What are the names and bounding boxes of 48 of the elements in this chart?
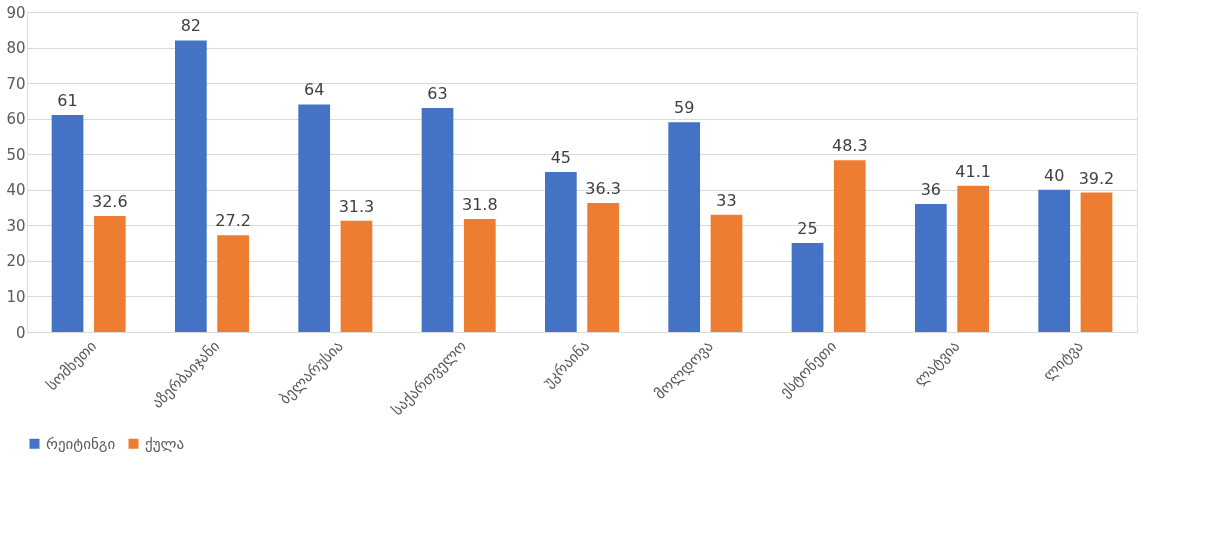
data-label: 32.6 xyxy=(92,192,128,212)
bar xyxy=(1038,189,1071,332)
y-tick-label: 90 xyxy=(6,3,26,22)
legend-label: რეიტინგი xyxy=(46,434,116,453)
data-label: 31.8 xyxy=(462,194,498,214)
bar xyxy=(175,40,207,332)
bar xyxy=(421,108,454,332)
data-label: 41.1 xyxy=(955,161,991,181)
data-label: 33 xyxy=(716,190,737,210)
bar xyxy=(587,202,619,332)
y-tick-label: 10 xyxy=(6,287,26,306)
data-label: 31.3 xyxy=(338,196,375,216)
bar xyxy=(298,104,331,332)
bar xyxy=(545,172,577,332)
bar xyxy=(791,243,824,332)
data-label: 64 xyxy=(304,80,325,100)
data-label: 45 xyxy=(550,148,572,167)
bar xyxy=(833,160,866,332)
bar xyxy=(957,185,989,332)
data-label: 27.2 xyxy=(215,211,251,231)
bar xyxy=(463,218,496,332)
y-tick-label: 50 xyxy=(6,145,26,164)
data-label: 48.3 xyxy=(832,136,868,156)
data-label: 63 xyxy=(427,84,448,103)
y-tick-label: 40 xyxy=(6,181,26,200)
data-label: 36 xyxy=(920,180,942,199)
y-tick-label: 0 xyxy=(15,323,26,342)
y-tick-label: 80 xyxy=(6,39,26,58)
bar xyxy=(93,216,126,332)
data-label: 61 xyxy=(57,91,78,111)
bar xyxy=(710,214,743,332)
data-label: 36.3 xyxy=(585,178,621,198)
bar xyxy=(668,122,701,332)
y-tick-label: 70 xyxy=(6,74,26,93)
bar xyxy=(915,204,947,332)
y-tick-label: 60 xyxy=(6,110,26,129)
bar xyxy=(340,220,373,332)
data-label: 25 xyxy=(797,219,818,239)
legend-label: ქულა xyxy=(145,434,185,453)
data-label: 40 xyxy=(1044,165,1065,185)
data-label: 59 xyxy=(674,98,695,118)
data-label: 82 xyxy=(180,16,202,36)
bar xyxy=(217,235,249,332)
bar xyxy=(1080,192,1113,332)
bar xyxy=(51,115,84,332)
y-tick-label: 20 xyxy=(6,252,26,271)
data-label: 39.2 xyxy=(1078,168,1115,188)
y-tick-label: 30 xyxy=(6,216,26,235)
